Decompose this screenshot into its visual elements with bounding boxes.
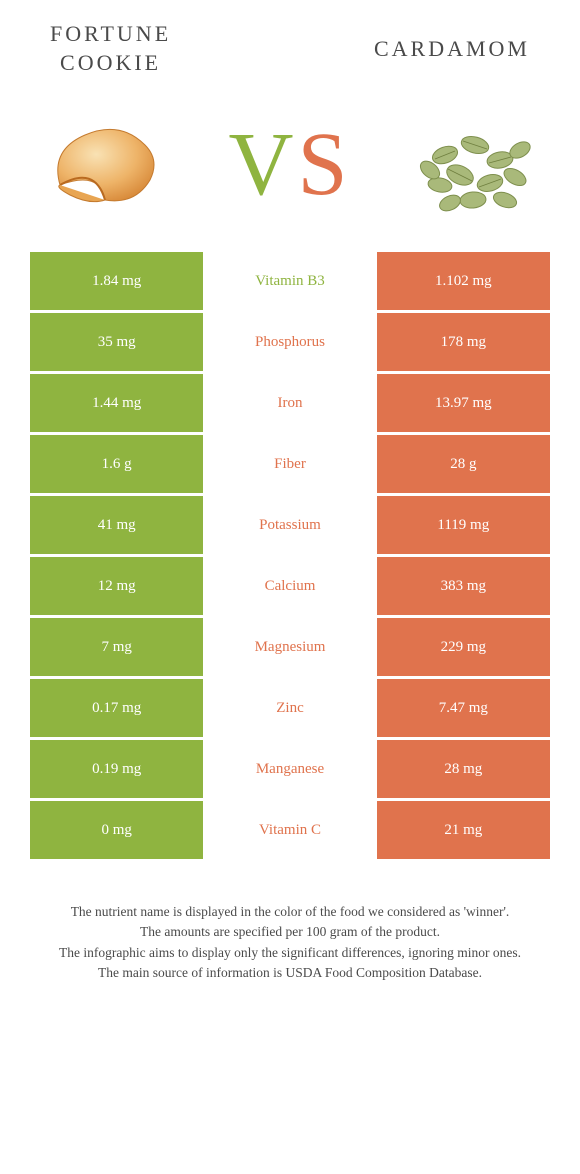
nutrient-label: Vitamin B3 [203,252,376,310]
right-value: 7.47 mg [377,679,550,737]
left-value: 12 mg [30,557,203,615]
right-value: 178 mg [377,313,550,371]
left-value: 0.19 mg [30,740,203,798]
title-left-line2: COOKIE [50,49,171,78]
left-value: 1.6 g [30,435,203,493]
footer-line: The amounts are specified per 100 gram o… [40,922,540,942]
nutrient-label: Phosphorus [203,313,376,371]
left-value: 1.44 mg [30,374,203,432]
footer-line: The infographic aims to display only the… [40,943,540,963]
table-row: 7 mgMagnesium229 mg [30,618,550,676]
right-value: 28 mg [377,740,550,798]
table-row: 35 mgPhosphorus178 mg [30,313,550,371]
table-row: 0 mgVitamin C21 mg [30,801,550,859]
right-value: 1.102 mg [377,252,550,310]
right-value: 28 g [377,435,550,493]
table-row: 41 mgPotassium1119 mg [30,496,550,554]
nutrient-label: Potassium [203,496,376,554]
title-right: CARDAMOM [374,36,530,62]
footer-line: The nutrient name is displayed in the co… [40,902,540,922]
fortune-cookie-image [40,97,175,232]
left-value: 35 mg [30,313,203,371]
right-value: 383 mg [377,557,550,615]
table-row: 0.19 mgManganese28 mg [30,740,550,798]
vs-label: VS [228,113,351,216]
table-row: 1.44 mgIron13.97 mg [30,374,550,432]
cardamom-image [405,97,540,232]
table-row: 0.17 mgZinc7.47 mg [30,679,550,737]
left-value: 7 mg [30,618,203,676]
table-row: 1.84 mgVitamin B31.102 mg [30,252,550,310]
nutrient-label: Iron [203,374,376,432]
title-left: FORTUNE COOKIE [50,20,171,77]
footer-line: The main source of information is USDA F… [40,963,540,983]
nutrient-label: Magnesium [203,618,376,676]
header: FORTUNE COOKIE CARDAMOM [0,0,580,87]
nutrient-label: Vitamin C [203,801,376,859]
right-value: 13.97 mg [377,374,550,432]
right-value: 229 mg [377,618,550,676]
footer-notes: The nutrient name is displayed in the co… [0,862,580,983]
nutrient-table: 1.84 mgVitamin B31.102 mg35 mgPhosphorus… [0,252,580,859]
title-left-line1: FORTUNE [50,20,171,49]
vs-v: V [228,113,297,216]
vs-s: S [297,113,351,216]
right-value: 21 mg [377,801,550,859]
nutrient-label: Manganese [203,740,376,798]
table-row: 1.6 gFiber28 g [30,435,550,493]
hero-row: VS [0,87,580,252]
left-value: 0.17 mg [30,679,203,737]
nutrient-label: Calcium [203,557,376,615]
nutrient-label: Zinc [203,679,376,737]
nutrient-label: Fiber [203,435,376,493]
left-value: 1.84 mg [30,252,203,310]
left-value: 41 mg [30,496,203,554]
left-value: 0 mg [30,801,203,859]
right-value: 1119 mg [377,496,550,554]
table-row: 12 mgCalcium383 mg [30,557,550,615]
